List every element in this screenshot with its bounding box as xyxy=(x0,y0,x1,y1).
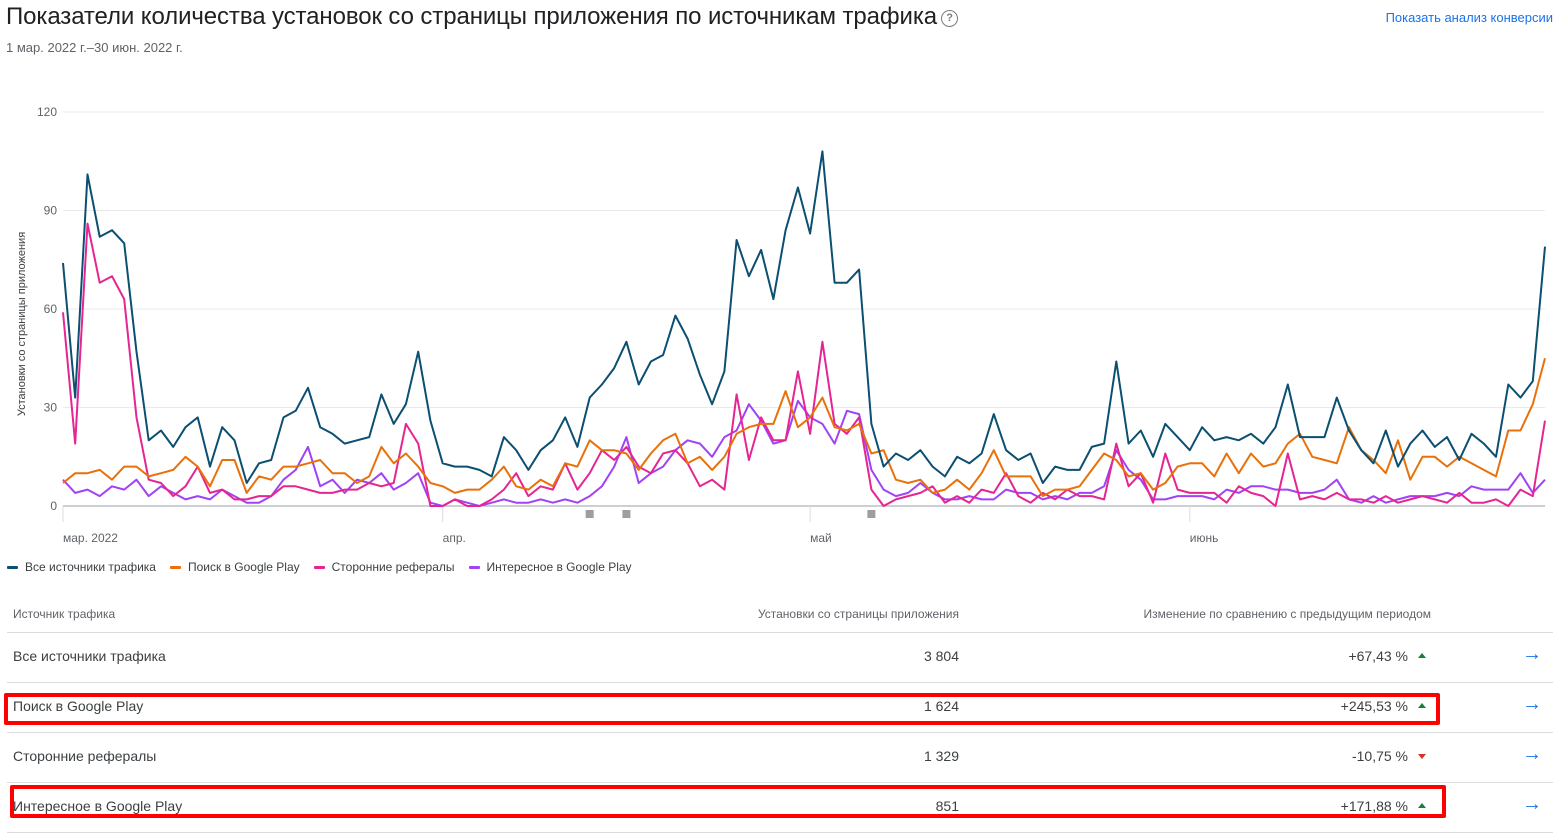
legend-swatch xyxy=(169,565,181,569)
legend-label: Поиск в Google Play xyxy=(187,560,300,574)
installs-value: 1 329 xyxy=(923,748,959,764)
y-tick-label: 0 xyxy=(50,499,57,513)
y-axis-label: Установки со страницы приложения xyxy=(16,232,28,416)
trend-down-icon xyxy=(1418,754,1426,759)
annotation-marker xyxy=(867,510,876,518)
trend-up-icon xyxy=(1418,653,1426,658)
table-row-google-play-search[interactable]: Поиск в Google Play 1 624 +245,53 % → xyxy=(7,683,1553,733)
page-title-text: Показатели количества установок со стран… xyxy=(6,3,938,30)
installs-value: 3 804 xyxy=(923,648,959,664)
source-name: Сторонние рефералы xyxy=(13,748,157,764)
traffic-source-table: Источник трафика Установки со страницы п… xyxy=(7,598,1553,833)
x-tick-label: май xyxy=(810,531,832,545)
source-name: Интересное в Google Play xyxy=(13,798,183,814)
series-line xyxy=(62,358,1546,498)
series-line xyxy=(62,222,1546,507)
arrow-right-icon[interactable]: → xyxy=(1522,693,1542,715)
source-name: Все источники трафика xyxy=(13,648,166,664)
y-tick-label: 30 xyxy=(44,401,58,415)
trend-up-icon xyxy=(1418,803,1426,808)
legend-item-third-party-referrals[interactable]: Сторонние рефералы xyxy=(313,560,455,574)
legend-swatch xyxy=(313,565,325,569)
date-range: 1 мар. 2022 г.–30 июн. 2022 г. xyxy=(6,40,183,55)
table-row-third-party-referrals[interactable]: Сторонние рефералы 1 329 -10,75 % → xyxy=(7,733,1553,783)
change-value: -10,75 % xyxy=(1351,748,1408,764)
installs-value: 851 xyxy=(935,798,959,814)
legend-item-all-sources[interactable]: Все источники трафика xyxy=(7,560,156,574)
series-line xyxy=(62,150,1546,484)
highlight-box-google-play-explore xyxy=(10,785,1446,818)
installs-value: 1 624 xyxy=(923,698,959,714)
change-value: +171,88 % xyxy=(1340,798,1408,814)
legend-label: Интересное в Google Play xyxy=(486,560,632,574)
arrow-right-icon[interactable]: → xyxy=(1522,743,1542,765)
x-tick-label: мар. 2022 xyxy=(63,531,118,545)
source-name: Поиск в Google Play xyxy=(13,698,144,714)
table-header: Источник трафика Установки со страницы п… xyxy=(7,598,1553,633)
x-tick-label: апр. xyxy=(443,531,466,545)
annotation-marker xyxy=(585,510,594,518)
change-value: +245,53 % xyxy=(1340,698,1408,714)
legend-swatch xyxy=(468,565,480,569)
column-header-source[interactable]: Источник трафика xyxy=(13,607,116,621)
trend-up-icon xyxy=(1418,703,1426,708)
legend-label: Сторонние рефералы xyxy=(331,560,455,574)
arrow-right-icon[interactable]: → xyxy=(1522,793,1542,815)
change-value: +67,43 % xyxy=(1348,648,1408,664)
column-header-installs[interactable]: Установки со страницы приложения xyxy=(757,607,959,621)
legend-item-google-play-search[interactable]: Поиск в Google Play xyxy=(169,560,300,574)
legend-label: Все источники трафика xyxy=(25,560,156,574)
legend-swatch xyxy=(7,565,18,569)
legend-item-google-play-explore[interactable]: Интересное в Google Play xyxy=(468,560,632,574)
y-tick-label: 60 xyxy=(44,302,58,316)
column-header-change[interactable]: Изменение по сравнению с предыдущим пери… xyxy=(1143,607,1431,621)
chart-legend: Все источники трафика Поиск в Google Pla… xyxy=(7,560,632,574)
installs-line-chart: 0 30 60 90 120 Установки со страницы приложен… xyxy=(16,105,1546,545)
y-tick-label: 90 xyxy=(44,204,58,218)
help-icon[interactable]: ? xyxy=(941,10,959,27)
annotation-marker xyxy=(622,510,631,518)
table-row-all-sources[interactable]: Все источники трафика 3 804 +67,43 % → xyxy=(7,633,1553,683)
highlight-box-google-play-search xyxy=(4,693,1440,725)
arrow-right-icon[interactable]: → xyxy=(1522,643,1542,665)
page-title: Показатели количества установок со стран… xyxy=(6,3,959,31)
y-tick-label: 120 xyxy=(37,105,57,119)
show-conversion-analysis-link[interactable]: Показать анализ конверсии xyxy=(1385,10,1553,25)
x-tick-label: июнь xyxy=(1190,531,1219,545)
